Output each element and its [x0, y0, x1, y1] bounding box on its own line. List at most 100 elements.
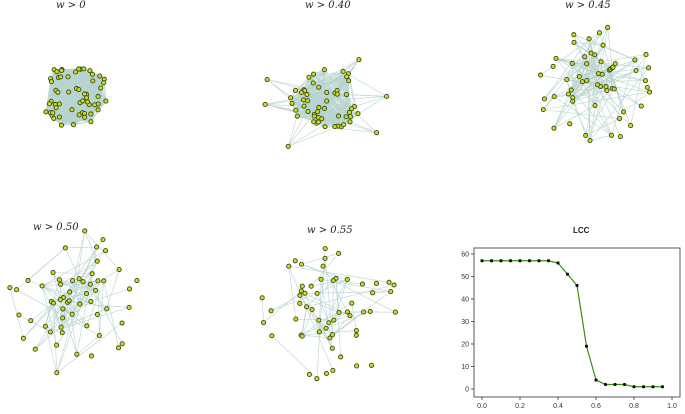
edge — [52, 82, 104, 114]
node — [96, 332, 102, 339]
edge — [610, 69, 613, 89]
edge — [354, 96, 387, 107]
node — [584, 61, 590, 67]
node — [297, 300, 303, 307]
edge — [288, 266, 334, 371]
edge — [55, 68, 85, 105]
node — [92, 102, 98, 108]
network-panel-1: w > 0 — [0, 0, 160, 170]
edge — [301, 334, 330, 339]
edge — [572, 63, 631, 126]
panel-title: w > 0.45 — [565, 0, 611, 11]
network-panel-5: w > 0.55 — [250, 220, 420, 400]
node — [600, 42, 606, 48]
node — [311, 119, 317, 125]
node — [94, 244, 100, 250]
node — [628, 123, 634, 129]
node — [54, 370, 60, 376]
node — [95, 278, 101, 284]
edge — [60, 280, 98, 285]
edge — [65, 247, 80, 279]
edge — [333, 280, 363, 285]
node — [103, 248, 109, 254]
edge — [319, 279, 322, 332]
node — [294, 113, 300, 119]
edge — [316, 293, 330, 323]
node — [119, 341, 125, 347]
edge — [586, 63, 614, 68]
node — [13, 287, 20, 293]
node — [344, 309, 351, 315]
edge — [299, 295, 327, 329]
node — [126, 304, 132, 310]
lcc-point — [584, 344, 589, 348]
edge — [300, 302, 352, 336]
edge — [590, 53, 598, 85]
edge — [553, 93, 569, 129]
lcc-point — [651, 385, 655, 389]
node — [7, 285, 13, 291]
edge — [56, 281, 84, 373]
edge — [75, 71, 85, 118]
edge — [555, 58, 642, 107]
edge — [635, 54, 647, 71]
edge — [288, 266, 297, 320]
edge — [16, 247, 66, 290]
node — [76, 112, 82, 118]
node — [20, 335, 26, 341]
edge — [336, 94, 339, 127]
node — [51, 115, 57, 122]
edge — [57, 91, 99, 97]
node — [47, 329, 53, 335]
node — [310, 80, 316, 86]
node — [261, 320, 267, 326]
node — [620, 109, 627, 115]
edges — [540, 27, 650, 141]
node — [306, 74, 312, 80]
node — [305, 108, 311, 115]
edge — [270, 295, 301, 312]
panel-title: w > 0 — [56, 0, 86, 11]
edge — [35, 326, 62, 350]
node — [88, 111, 94, 117]
node — [338, 354, 344, 360]
edge — [553, 73, 599, 129]
edge — [311, 279, 348, 287]
node — [70, 277, 76, 284]
node — [94, 311, 100, 318]
node — [596, 30, 602, 36]
node — [60, 315, 66, 321]
edge — [332, 315, 351, 335]
node — [568, 87, 574, 93]
x-tick-label: 1.0 — [667, 403, 677, 410]
node — [304, 304, 310, 310]
node — [391, 282, 397, 288]
edge — [270, 293, 318, 312]
edge — [586, 27, 608, 81]
edge — [84, 230, 120, 270]
node — [89, 71, 95, 77]
node — [347, 313, 353, 319]
edge — [572, 45, 604, 98]
node — [361, 309, 367, 315]
node — [55, 89, 61, 95]
network-graph — [262, 57, 390, 149]
node — [608, 132, 615, 138]
node — [16, 312, 22, 318]
edge — [82, 261, 98, 282]
node — [289, 100, 295, 106]
node — [322, 124, 328, 130]
edge — [334, 76, 347, 127]
node — [586, 36, 592, 42]
edge — [62, 308, 78, 355]
node — [316, 104, 322, 111]
lcc-point — [641, 385, 646, 389]
edge — [544, 38, 590, 100]
edge — [103, 82, 107, 102]
edge — [97, 280, 100, 336]
plot-frame — [473, 247, 681, 398]
node — [576, 74, 582, 80]
node — [332, 124, 338, 130]
edge — [90, 288, 130, 302]
node — [592, 103, 598, 109]
